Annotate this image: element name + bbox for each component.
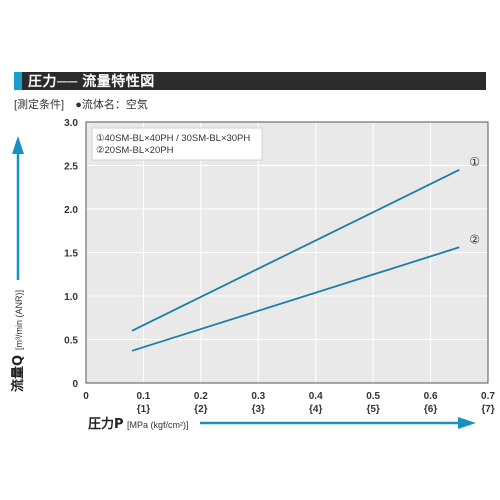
x-tick-sublabel: {3}: [252, 404, 265, 415]
y-axis-title-group: 流量Q [m³/min (ANR)]: [10, 290, 26, 392]
y-tick-label: 0: [72, 379, 78, 390]
x-tick-label: 0: [83, 391, 89, 402]
x-tick-sublabel: {2}: [194, 404, 207, 415]
x-axis-unit: [MPa (kgf/cm²)]: [127, 420, 189, 430]
y-tick-label: 2.0: [64, 205, 78, 216]
x-tick-label: 0.3: [251, 391, 265, 402]
series-line-1: [131, 169, 460, 332]
legend: ①40SM-BL×40PH / 30SM-BL×30PH②20SM-BL×20P…: [91, 127, 263, 161]
series: ①②: [131, 155, 480, 352]
series-line-2: [131, 246, 460, 352]
fluid-label: ●流体名：空気: [75, 99, 148, 111]
page-title: 圧力── 流量特性図: [28, 73, 155, 89]
x-tick-sublabel: {1}: [137, 404, 150, 415]
grid: [86, 122, 488, 383]
y-axis-title: 流量Q: [10, 355, 26, 392]
x-axis-arrow-head: [458, 417, 476, 429]
x-tick-label: 0.2: [194, 391, 208, 402]
y-tick-label: 1.0: [64, 292, 78, 303]
series-marker-label: ①: [469, 155, 480, 169]
x-tick-label: 0.4: [309, 391, 323, 402]
conditions-label: [測定条件]: [14, 99, 65, 111]
x-tick-label: 0.6: [424, 391, 438, 402]
x-tick-sublabel: {4}: [309, 404, 322, 415]
legend-entry: ①40SM-BL×40PH / 30SM-BL×30PH: [96, 133, 250, 144]
y-tick-label: 2.5: [64, 162, 78, 173]
x-tick-sublabel: {5}: [366, 404, 379, 415]
y-tick-label: 3.0: [64, 118, 78, 129]
title-accent: [14, 72, 22, 90]
y-axis-unit: [m³/min (ANR)]: [14, 290, 24, 350]
x-tick-label: 0.1: [136, 391, 150, 402]
series-marker-label: ②: [469, 232, 480, 246]
x-tick-sublabel: {7}: [481, 404, 494, 415]
tick-labels: 0 0.5 1.0 1.5 2.0 2.5 3.0 0 0.1 {1} 0.2 {2} 0.3 {3} 0.…: [64, 118, 495, 415]
x-tick-label: 0.5: [366, 391, 380, 402]
legend-entry: ②20SM-BL×20PH: [96, 145, 174, 156]
legend-box: [91, 127, 263, 161]
x-axis-title: 圧力P: [88, 416, 124, 432]
measurement-conditions: [測定条件] ●流体名：空気: [14, 96, 156, 112]
y-tick-label: 0.5: [64, 336, 78, 347]
y-tick-label: 1.5: [64, 249, 78, 260]
y-axis-arrow-head: [12, 136, 24, 154]
plot-frame: [85, 121, 489, 384]
axis-titles: 圧力P [MPa (kgf/cm²)] 流量Q [m³/min (ANR)]: [10, 136, 476, 432]
x-tick-sublabel: {6}: [424, 404, 437, 415]
x-tick-label: 0.7: [481, 391, 495, 402]
title-bar: 圧力── 流量特性図: [14, 72, 486, 90]
